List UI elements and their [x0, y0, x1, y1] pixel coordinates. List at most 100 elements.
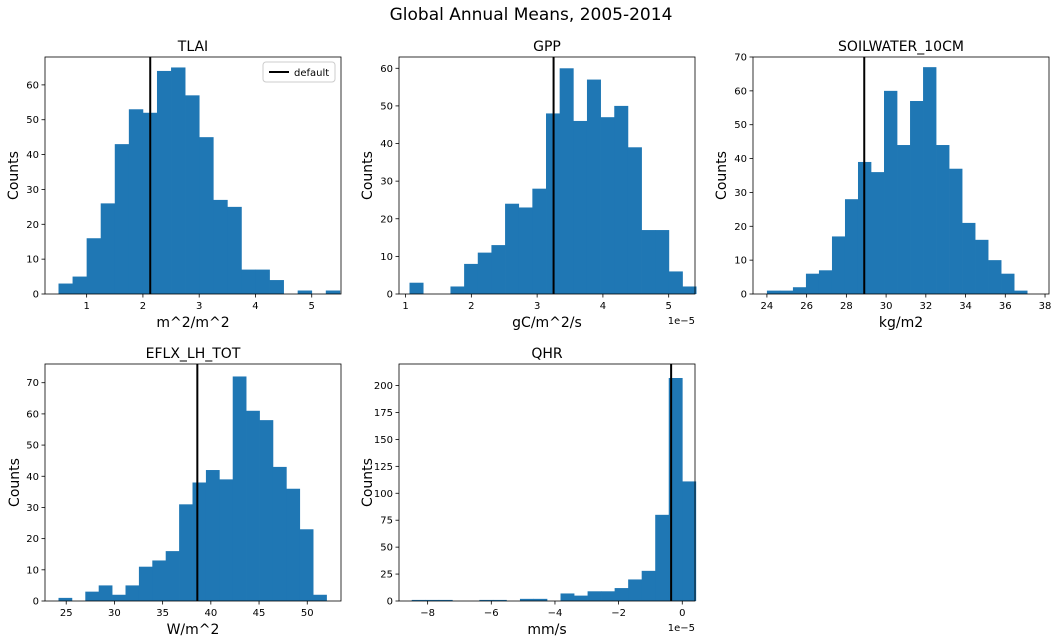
histogram-bar	[532, 188, 547, 294]
histogram-bar	[573, 120, 588, 294]
x-tick-label: 30	[108, 608, 121, 619]
y-tick-label: 20	[380, 214, 393, 225]
histogram-bar	[884, 90, 898, 294]
x-tick-label: 0	[679, 608, 685, 619]
x-tick-label: 38	[1039, 301, 1052, 312]
y-tick-label: 40	[734, 154, 747, 165]
y-tick-label: 30	[734, 188, 747, 199]
x-tick-label: −4	[548, 608, 563, 619]
histogram-bar	[586, 79, 601, 294]
y-tick-label: 0	[387, 597, 393, 608]
y-axis-label: Counts	[360, 151, 376, 200]
histogram-bar	[988, 260, 1002, 294]
histogram-bar	[600, 117, 615, 294]
y-tick-label: 0	[741, 290, 747, 301]
subplot-title: QHR	[531, 346, 563, 362]
chart-soilwater-10cm: 24 26 28 30 32 34 36 38 0 10 20 30 40 50 60 70 SOILWATER…	[714, 39, 1051, 331]
y-axis-label: Counts	[6, 151, 22, 200]
x-axis-label: kg/m2	[879, 315, 923, 331]
y-tick-label: 40	[26, 150, 39, 161]
y-tick-label: 150	[374, 435, 393, 446]
x-tick-label: 24	[761, 301, 774, 312]
y-tick-label: 60	[26, 80, 39, 91]
histogram-bar	[128, 109, 144, 294]
histogram-bar	[72, 276, 87, 294]
histogram-bar	[831, 236, 846, 294]
histogram-bar	[205, 470, 220, 601]
x-axis-label: mm/s	[527, 622, 566, 638]
legend-box	[262, 61, 336, 83]
histogram-bar	[192, 482, 207, 601]
histogram-bar	[259, 420, 274, 601]
y-tick-label: 30	[26, 185, 39, 196]
histogram-bar	[910, 101, 924, 294]
x-tick-label: 1	[83, 301, 89, 312]
histogram-bar	[962, 222, 976, 294]
histogram-bar	[949, 168, 963, 294]
x-tick-label: 45	[253, 608, 266, 619]
x-tick-label: 4	[600, 301, 606, 312]
histogram-bar	[574, 595, 588, 601]
histogram-bar	[425, 599, 440, 601]
histogram-bar	[98, 585, 113, 601]
histogram-bar	[519, 598, 534, 601]
histogram-bar	[232, 376, 247, 601]
histogram-bar	[614, 588, 629, 601]
histogram-bar	[477, 252, 492, 294]
histogram-bar	[491, 245, 506, 294]
x-offset-label: 1e−5	[668, 623, 695, 634]
x-axis-label: gC/m^2/s	[512, 315, 582, 331]
x-tick-label: 36	[999, 301, 1012, 312]
histogram-bar	[844, 199, 859, 294]
y-tick-label: 25	[380, 570, 393, 581]
x-tick-label: 35	[156, 608, 169, 619]
y-tick-label: 50	[26, 441, 39, 452]
histogram-bar	[58, 597, 73, 601]
histogram-bar	[165, 551, 180, 601]
x-tick-label: 5	[309, 301, 315, 312]
histogram-bar	[479, 599, 494, 601]
y-tick-label: 0	[33, 597, 39, 608]
x-tick-label: 5	[666, 301, 672, 312]
histogram-bar	[100, 203, 116, 294]
histogram-bar	[641, 570, 656, 601]
histogram-bar	[185, 95, 200, 294]
y-tick-label: 50	[26, 115, 39, 126]
y-tick-label: 0	[387, 290, 393, 301]
histogram-bar	[219, 479, 234, 601]
x-axis-label: W/m^2	[167, 622, 220, 638]
histogram-bar	[86, 238, 102, 294]
y-tick-label: 60	[734, 86, 747, 97]
y-tick-label: 20	[734, 222, 747, 233]
subplot-title: TLAI	[177, 39, 208, 55]
histogram-bar	[682, 286, 697, 294]
histogram-bar	[269, 280, 284, 294]
histogram-bar	[628, 579, 643, 601]
histogram-bar	[246, 410, 260, 601]
histogram-bar	[792, 287, 807, 294]
subplot-title: EFLX_LH_TOT	[146, 346, 241, 362]
figure-title: Global Annual Means, 2005-2014	[390, 5, 673, 25]
histogram-bar	[668, 271, 683, 294]
histogram-bar	[975, 239, 989, 294]
histogram-bar	[272, 466, 287, 601]
y-tick-label: 10	[380, 252, 393, 263]
x-tick-label: 1	[402, 301, 408, 312]
x-tick-label: 32	[919, 301, 932, 312]
histogram-bar	[641, 230, 656, 294]
histogram-bar	[559, 68, 574, 294]
histogram-bar	[156, 70, 172, 294]
x-tick-label: 3	[534, 301, 540, 312]
histogram-bar	[505, 203, 520, 294]
histogram-bar	[179, 504, 193, 601]
plot-frame	[398, 56, 696, 295]
histogram-bar	[655, 514, 670, 601]
histogram-bar	[818, 270, 833, 294]
x-tick-label: 2	[468, 301, 474, 312]
y-tick-label: 10	[26, 565, 39, 576]
histogram-bar	[1001, 273, 1015, 294]
x-offset-label: 1e−5	[668, 316, 695, 327]
chart-eflx-lh-tot: 25 30 35 40 45 50 0 10 20 30 40 50 60 70 EFLX_LH_TOT W/…	[7, 346, 342, 638]
